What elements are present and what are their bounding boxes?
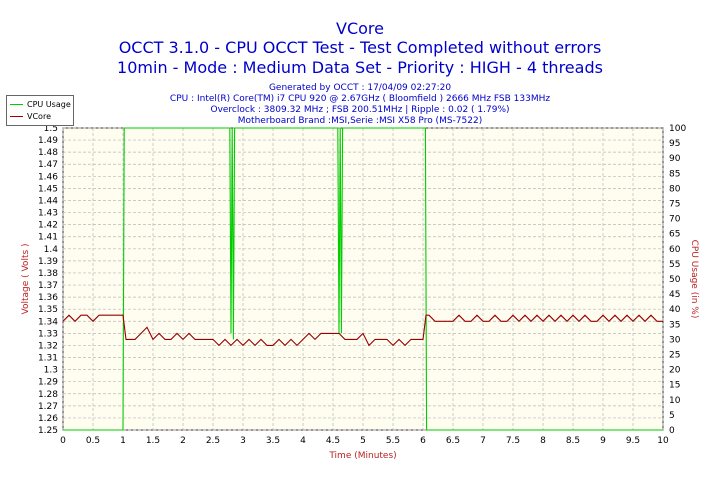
y-left-tick-label: 1.32 (38, 341, 58, 351)
x-tick-label: 9 (600, 436, 606, 446)
y-right-tick-label: 25 (669, 351, 680, 361)
x-tick-label: 8.5 (566, 436, 580, 446)
y-left-tick-label: 1.27 (38, 402, 58, 412)
y-left-tick-label: 1.42 (38, 221, 58, 231)
y-left-tick-label: 1.44 (38, 196, 58, 206)
y-left-tick-label: 1.26 (38, 414, 58, 424)
chart-subtitle-mode: 10min - Mode : Medium Data Set - Priorit… (117, 58, 603, 77)
y-left-tick-label: 1.35 (38, 305, 58, 315)
y-left-tick-label: 1.41 (38, 233, 58, 243)
x-tick-label: 4.5 (326, 436, 340, 446)
y-right-tick-label: 75 (669, 200, 680, 210)
x-tick-label: 2.5 (206, 436, 220, 446)
overclock-info: Overclock : 3809.32 MHz ; FSB 200.51MHz … (210, 105, 510, 115)
x-axis-label: Time (Minutes) (328, 451, 396, 461)
y-right-tick-label: 40 (669, 305, 681, 315)
generated-info: Generated by OCCT : 17/04/09 02:27:20 (268, 83, 452, 93)
y-right-tick-label: 70 (669, 215, 681, 225)
chart-title: VCore (336, 19, 384, 38)
y-left-tick-label: 1.29 (38, 378, 58, 388)
x-tick-label: 9.5 (626, 436, 640, 446)
legend-swatch-vcore (10, 115, 23, 117)
y-right-tick-label: 30 (669, 335, 681, 345)
x-tick-label: 8 (540, 436, 546, 446)
y-left-tick-label: 1.46 (38, 172, 58, 182)
y-right-tick-label: 50 (669, 275, 681, 285)
x-tick-label: 2 (180, 436, 186, 446)
legend-item-vcore: VCore (10, 110, 51, 122)
y-right-tick-label: 60 (669, 245, 681, 255)
series-layer (62, 127, 663, 431)
x-tick-label: 0.5 (86, 436, 100, 446)
x-tick-label: 5 (360, 436, 366, 446)
x-tick-label: 0 (60, 436, 66, 446)
x-tick-label: 3 (240, 436, 246, 446)
y-left-tick-label: 1.28 (38, 390, 58, 400)
legend-swatch-cpu-usage (10, 103, 23, 105)
y-right-tick-label: 100 (669, 124, 686, 134)
x-tick-label: 6.5 (446, 436, 460, 446)
y-axis-label-left: Voltage ( Volts ) (21, 243, 31, 314)
y-left-tick-label: 1.43 (38, 209, 58, 219)
x-tick-label: 1 (120, 436, 126, 446)
y-right-tick-label: 35 (669, 320, 680, 330)
x-tick-label: 5.5 (386, 436, 400, 446)
x-tick-labels: 0 0.5 1 1.5 2 2.5 3 3.5 4 4.5 5 5.5 6 6.5 7 7.5 8 8.5 9 9.5… (60, 436, 669, 446)
y-left-tick-labels: 1.25 1.26 1.27 1.28 1.29 1.3 1.31 1.32 1.33 1.34 1… (38, 124, 58, 436)
y-left-tick-label: 1.48 (38, 148, 58, 158)
series-line-vcore (62, 314, 663, 347)
y-axis-label-right: CPU Usage (in %) (689, 240, 699, 319)
legend: CPU Usage VCore (6, 95, 74, 126)
y-left-tick-label: 1.4 (44, 245, 59, 255)
y-right-tick-label: 10 (669, 396, 681, 406)
cpu-info: CPU : Intel(R) Core(TM) i7 CPU 920 @ 2.6… (169, 94, 551, 104)
y-right-tick-label: 90 (669, 154, 681, 164)
x-tick-label: 10 (657, 436, 669, 446)
y-right-tick-label: 0 (669, 426, 675, 436)
y-left-tick-label: 1.47 (38, 160, 58, 170)
x-tick-label: 1.5 (146, 436, 160, 446)
y-left-tick-label: 1.38 (38, 269, 58, 279)
y-right-tick-label: 80 (669, 184, 681, 194)
y-left-tick-label: 1.45 (38, 184, 58, 194)
x-tick-label: 7 (480, 436, 486, 446)
x-tick-label: 3.5 (266, 436, 280, 446)
y-left-tick-label: 1.31 (38, 354, 58, 364)
y-right-tick-label: 95 (669, 139, 680, 149)
series-line-cpu-usage (63, 127, 663, 431)
y-left-tick-label: 1.5 (44, 124, 58, 134)
grid-vertical (62, 128, 664, 430)
y-left-tick-label: 1.34 (38, 317, 58, 327)
y-right-tick-label: 15 (669, 381, 680, 391)
legend-label-cpu-usage: CPU Usage (27, 99, 71, 109)
x-tick-label: 6 (420, 436, 426, 446)
y-left-tick-label: 1.36 (38, 293, 58, 303)
y-left-tick-label: 1.33 (38, 329, 58, 339)
y-right-tick-label: 65 (669, 230, 680, 240)
y-right-tick-label: 5 (669, 411, 675, 421)
y-right-tick-label: 85 (669, 169, 680, 179)
x-tick-label: 4 (300, 436, 306, 446)
y-left-tick-label: 1.37 (38, 281, 58, 291)
y-left-tick-label: 1.39 (38, 257, 58, 267)
x-tick-label: 7.5 (506, 436, 520, 446)
y-right-tick-label: 20 (669, 366, 681, 376)
motherboard-info: Motherboard Brand :MSI,Serie :MSI X58 Pr… (237, 116, 483, 126)
chart-subtitle-test: OCCT 3.1.0 - CPU OCCT Test - Test Comple… (118, 38, 602, 57)
y-right-tick-label: 45 (669, 290, 680, 300)
legend-label-vcore: VCore (27, 111, 51, 121)
y-left-tick-label: 1.3 (44, 366, 58, 376)
legend-item-cpu-usage: CPU Usage (10, 98, 71, 110)
y-right-tick-labels: 0 5 10 15 20 25 30 35 40 45 50 55 60 65 70 75 80 85 90 95 10… (669, 124, 686, 436)
y-right-tick-label: 55 (669, 260, 680, 270)
y-left-tick-label: 1.49 (38, 136, 58, 146)
y-left-tick-label: 1.25 (38, 426, 58, 436)
